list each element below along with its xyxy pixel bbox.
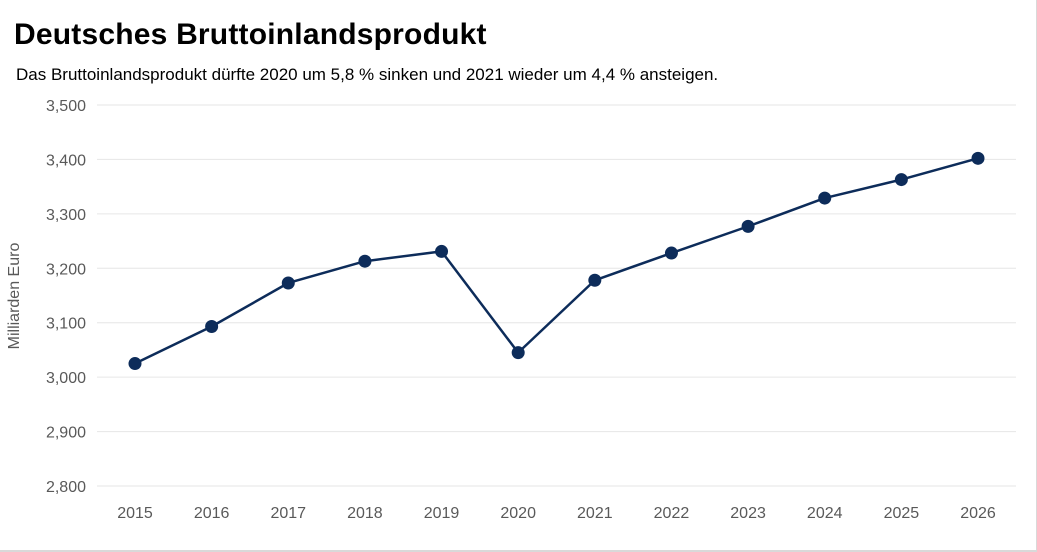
y-tick-label: 2,900: [46, 425, 86, 442]
chart-subtitle: Das Bruttoinlandsprodukt dürfte 2020 um …: [16, 65, 719, 84]
x-tick-label: 2018: [347, 505, 383, 522]
data-point[interactable]: [128, 357, 142, 371]
data-point[interactable]: [664, 246, 678, 260]
y-tick-label: 3,500: [46, 98, 86, 115]
data-point[interactable]: [511, 346, 525, 360]
data-point[interactable]: [588, 273, 602, 287]
gridlines: [97, 104, 1016, 487]
x-tick-label: 2016: [194, 505, 230, 522]
x-tick-label: 2020: [500, 505, 536, 522]
x-tick-label: 2019: [424, 505, 460, 522]
data-point[interactable]: [435, 244, 449, 258]
data-point[interactable]: [894, 173, 908, 187]
x-tick-label: 2026: [960, 505, 996, 522]
data-point[interactable]: [818, 191, 832, 205]
chart-title: Deutsches Bruttoinlandsprodukt: [14, 18, 487, 51]
y-tick-label: 3,100: [46, 316, 86, 333]
x-tick-label: 2025: [884, 505, 920, 522]
data-point[interactable]: [358, 254, 372, 268]
data-point[interactable]: [281, 276, 295, 290]
data-point[interactable]: [741, 219, 755, 233]
y-tick-label: 3,200: [46, 261, 86, 278]
x-axis-ticks: 2015 2016 2017 2018 2019 2020 2021 2022 2023 2024…: [117, 505, 996, 522]
y-axis-ticks: 2,800 2,900 3,000 3,100 3,200 3,300 3,400 3,500: [46, 98, 86, 496]
y-tick-label: 3,000: [46, 370, 86, 387]
x-tick-label: 2023: [730, 505, 766, 522]
data-point[interactable]: [971, 151, 985, 165]
y-axis-label: Milliarden Euro: [6, 243, 23, 350]
data-point[interactable]: [205, 320, 219, 334]
y-tick-label: 3,300: [46, 207, 86, 224]
x-tick-label: 2021: [577, 505, 613, 522]
y-tick-label: 3,400: [46, 152, 86, 169]
series-line-group: [128, 151, 985, 371]
x-tick-label: 2017: [270, 505, 306, 522]
series-line: [134, 157, 979, 365]
y-tick-label: 2,800: [46, 479, 86, 496]
x-tick-label: 2015: [117, 505, 153, 522]
x-tick-label: 2022: [654, 505, 690, 522]
x-tick-label: 2024: [807, 505, 843, 522]
